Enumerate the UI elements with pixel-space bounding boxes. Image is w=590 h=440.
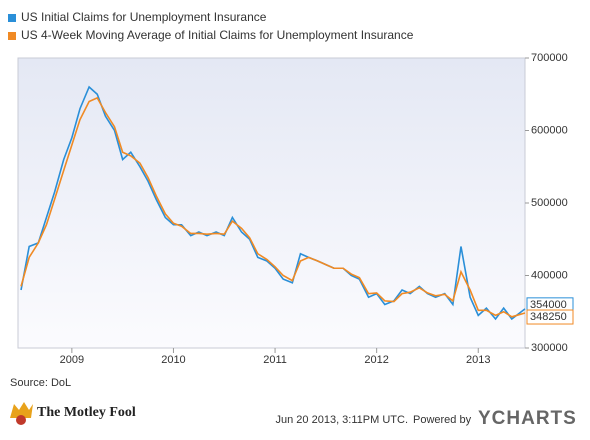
x-tick-label: 2011 (263, 354, 287, 366)
plot-area (17, 57, 526, 349)
timestamp: Jun 20 2013, 3:11PM UTC. (276, 414, 408, 426)
end-label: 348250 (530, 311, 567, 323)
end-label-box (526, 309, 574, 325)
x-tick-label: 2012 (364, 354, 388, 366)
legend-label: US 4-Week Moving Average of Initial Clai… (21, 28, 414, 42)
logo (10, 402, 33, 425)
y-tick-label: 700000 (531, 52, 568, 64)
source: Source: DoL (10, 377, 71, 389)
legend-swatch (8, 14, 16, 22)
series-line (20, 85, 526, 321)
y-tick-label: 600000 (531, 124, 568, 136)
powered-by: Powered by (413, 414, 472, 426)
brand: YCHARTS (478, 408, 577, 429)
y-tick-label: 400000 (531, 269, 568, 281)
x-tick-label: 2010 (161, 354, 185, 366)
y-tick-label: 300000 (531, 342, 568, 354)
x-tick-label: 2013 (466, 354, 490, 366)
x-tick-label: 2009 (60, 354, 84, 366)
legend-swatch (8, 32, 16, 40)
legend-label: US Initial Claims for Unemployment Insur… (21, 10, 267, 24)
series-line (20, 96, 526, 318)
y-tick-label: 500000 (531, 197, 568, 209)
logo-text: The Motley Fool (37, 405, 136, 420)
end-label: 354000 (530, 299, 567, 311)
